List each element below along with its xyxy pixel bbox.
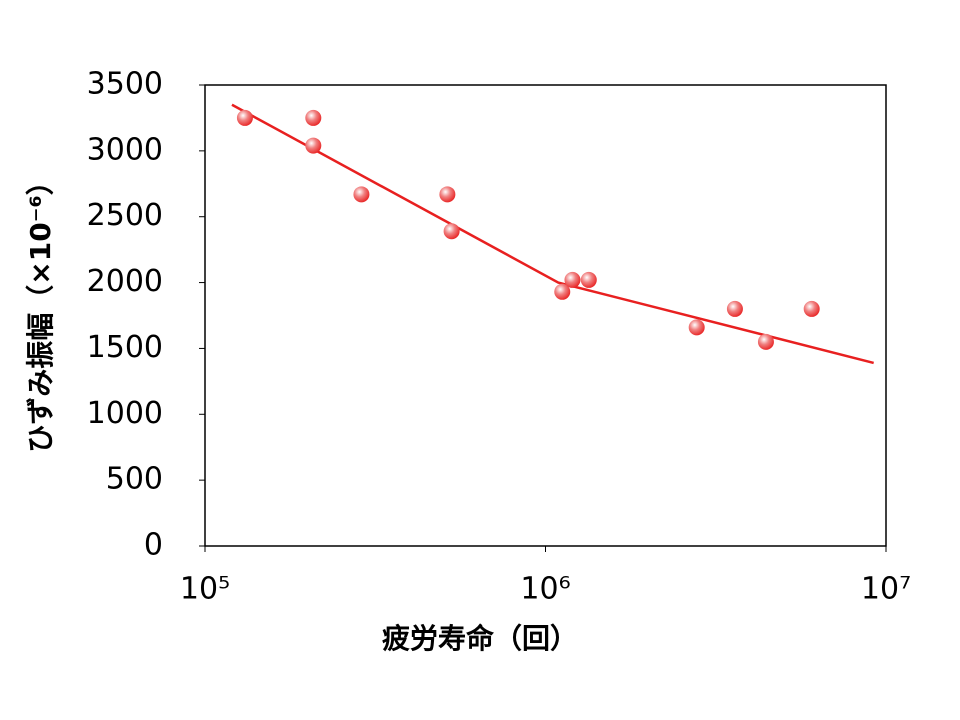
y-tick-label: 1000 (87, 396, 163, 431)
data-point (580, 271, 597, 288)
x-tick-label: 10⁷ (861, 572, 911, 607)
data-point (305, 137, 322, 154)
y-tick-label: 3000 (87, 132, 163, 167)
data-point (353, 186, 370, 203)
y-tick-label: 2500 (87, 198, 163, 233)
data-point (803, 300, 820, 317)
data-point (443, 223, 460, 240)
data-point (564, 271, 581, 288)
x-axis-label: 疲労寿命（回） (382, 622, 578, 655)
y-tick-label: 3500 (87, 67, 163, 102)
data-point (688, 319, 705, 336)
data-point (305, 109, 322, 126)
y-tick-label: 500 (106, 462, 163, 497)
plot-frame (204, 84, 887, 547)
y-axis-label: ひずみ振幅（×10⁻⁶） (24, 167, 57, 452)
y-tick-label: 2000 (87, 264, 163, 299)
y-tick-label: 0 (144, 528, 163, 563)
data-point (439, 186, 456, 203)
data-point (554, 283, 571, 300)
y-tick-label: 1500 (87, 330, 163, 365)
fit-line (231, 103, 874, 365)
x-tick-label: 10⁶ (520, 572, 570, 607)
data-point (757, 333, 774, 350)
data-point (726, 300, 743, 317)
x-tick-label: 10⁵ (180, 572, 230, 607)
data-point (236, 109, 253, 126)
